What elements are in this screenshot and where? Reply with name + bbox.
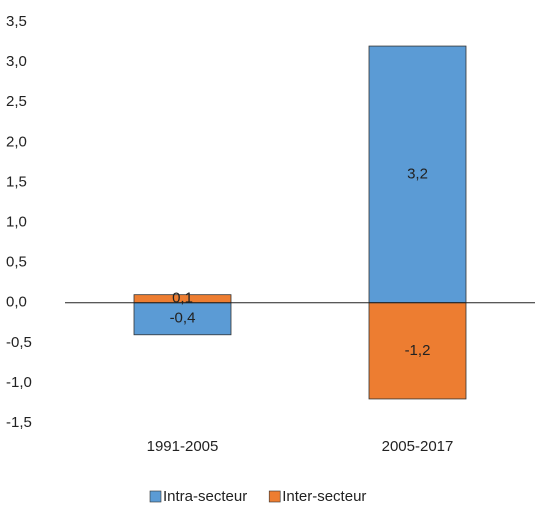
y-tick-label: 1,5 (6, 173, 27, 190)
value-label: 3,2 (407, 165, 428, 182)
y-tick-label: 2,5 (6, 93, 27, 110)
value-label: -1,2 (405, 342, 431, 359)
bar (133, 302, 232, 336)
bar (368, 302, 467, 400)
bar (368, 45, 467, 304)
value-label: -0,4 (170, 310, 196, 327)
y-tick-label: 3,0 (6, 53, 27, 70)
legend-label: Inter-secteur (282, 488, 366, 505)
value-label: 0,1 (172, 290, 193, 307)
legend-swatch (268, 490, 281, 503)
x-tick-label: 2005-2017 (382, 438, 454, 455)
y-tick-label: 1,0 (6, 213, 27, 230)
y-tick-label: 2,0 (6, 133, 27, 150)
y-tick-label: 0,0 (6, 294, 27, 311)
y-tick-label: -1,0 (6, 374, 32, 391)
y-tick-label: -1,5 (6, 414, 32, 431)
y-tick-label: -0,5 (6, 334, 32, 351)
y-tick-label: 0,5 (6, 254, 27, 271)
legend-label: Intra-secteur (163, 488, 247, 505)
y-tick-label: 3,5 (6, 13, 27, 30)
x-tick-label: 1991-2005 (147, 438, 219, 455)
legend-swatch (149, 490, 162, 503)
